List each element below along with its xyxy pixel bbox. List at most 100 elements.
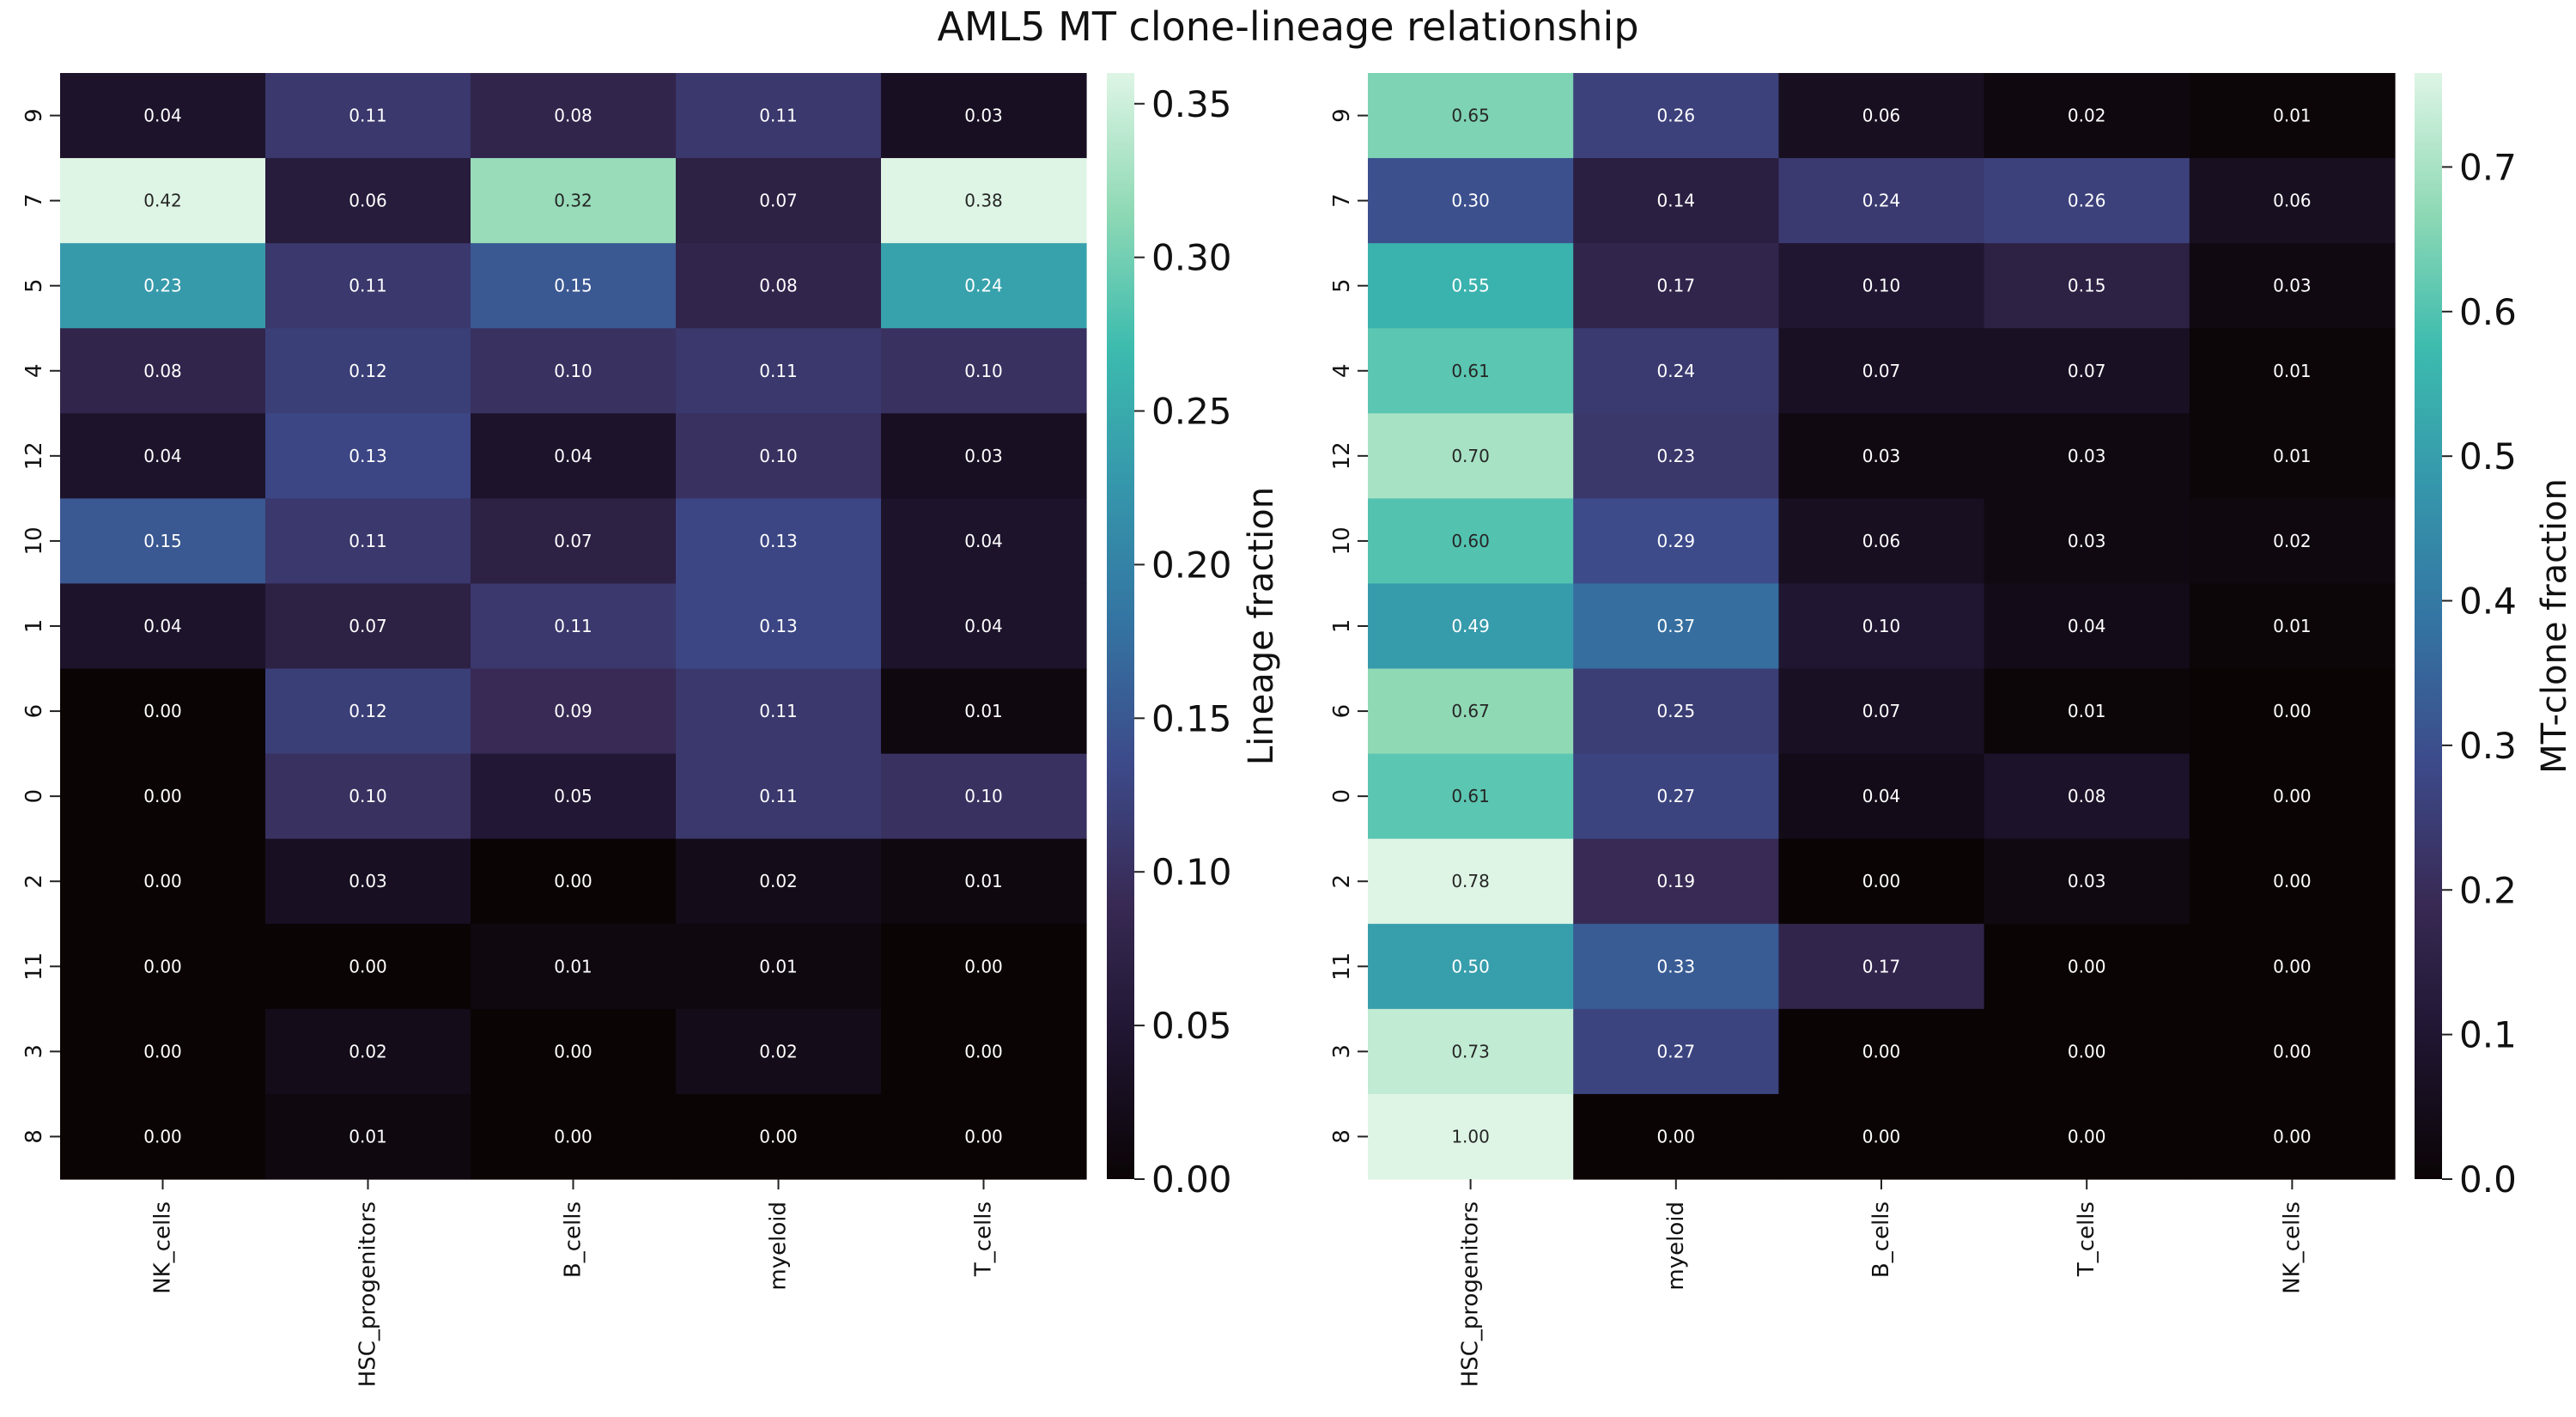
heatmap-cell (2189, 413, 2396, 499)
cell-value-label: 0.50 (1451, 956, 1490, 976)
cell-value-label: 0.14 (1657, 191, 1696, 211)
colorbar-tick-label: 0.2 (2459, 869, 2517, 911)
cell-value-label: 0.11 (349, 106, 387, 126)
heatmap-cell (60, 838, 266, 925)
colorbar-tick-label: 0.4 (2459, 581, 2517, 623)
heatmap-cell (1778, 668, 1985, 755)
colorbar-tick-label: 0.25 (1151, 391, 1232, 433)
heatmap-cell (676, 753, 882, 840)
cell-value-label: 0.11 (349, 276, 387, 296)
colorbar-tick-label: 0.35 (1151, 83, 1232, 125)
heatmap-cell (676, 923, 882, 1010)
heatmap-cell (881, 243, 1087, 329)
heatmap-cell (1573, 73, 1779, 159)
cell-value-label: 0.11 (349, 531, 387, 551)
cell-value-label: 0.00 (759, 1126, 798, 1146)
cell-value-label: 0.06 (2273, 191, 2312, 211)
cell-value-label: 0.10 (964, 786, 1003, 806)
heatmap-cell (1573, 923, 1779, 1010)
cell-value-label: 0.00 (2273, 956, 2312, 976)
heatmap-cell (471, 158, 677, 244)
cell-value-label: 0.00 (1862, 1126, 1901, 1146)
heatmap-cell (1368, 583, 1574, 670)
cell-value-label: 0.07 (2068, 361, 2106, 381)
cell-value-label: 0.05 (554, 786, 592, 806)
cell-value-label: 0.09 (554, 701, 592, 721)
cell-value-label: 0.65 (1451, 106, 1490, 126)
cell-value-label: 0.13 (759, 616, 798, 636)
cell-value-label: 0.26 (2068, 191, 2106, 211)
heatmap-cell (1573, 413, 1779, 499)
cell-value-label: 0.00 (143, 1126, 182, 1146)
heatmap-cell (1368, 923, 1574, 1010)
heatmap-cell (676, 498, 882, 585)
heatmap-cell (881, 838, 1087, 925)
heatmap-cell (1778, 753, 1985, 840)
heatmap-cell (1778, 328, 1985, 414)
heatmap-cell (471, 328, 677, 414)
cell-value-label: 0.49 (1451, 616, 1490, 636)
heatmap-cell (1368, 328, 1574, 414)
row-label: 6 (21, 704, 47, 719)
cell-value-label: 0.27 (1657, 1041, 1696, 1061)
heatmap-cell (2189, 1093, 2396, 1180)
cell-value-label: 0.07 (1862, 361, 1901, 381)
heatmap-cell (2189, 1008, 2396, 1095)
heatmap-cell (471, 1008, 677, 1095)
cell-value-label: 0.04 (964, 531, 1003, 551)
colorbar-tick-label: 0.7 (2459, 146, 2517, 188)
cell-value-label: 0.00 (2068, 1041, 2106, 1061)
cell-value-label: 0.04 (554, 446, 592, 466)
heatmap-cell (2189, 668, 2396, 755)
cell-value-label: 0.00 (554, 871, 592, 891)
cell-value-label: 0.08 (2068, 786, 2106, 806)
heatmap-cell (1984, 243, 2190, 329)
cell-value-label: 0.03 (1862, 446, 1901, 466)
cell-value-label: 0.04 (143, 106, 182, 126)
colorbar-tick-label: 0.15 (1151, 697, 1232, 739)
cell-value-label: 0.01 (2273, 106, 2312, 126)
heatmap-cell (471, 73, 677, 159)
heatmap-cell (1984, 583, 2190, 670)
heatmap-cell (60, 413, 266, 499)
cell-value-label: 0.10 (1862, 616, 1901, 636)
cell-value-label: 0.70 (1451, 446, 1490, 466)
heatmap-cell (1984, 73, 2190, 159)
colorbar-tick-label: 0.00 (1151, 1159, 1232, 1201)
heatmap-cell (881, 1093, 1087, 1180)
heatmap-mt-clone-fraction: 0.65 0.26 0.06 0.02 0.010.30 0.14 0.24 0.26 0.06… (1329, 73, 2574, 1387)
cell-value-label: 0.00 (964, 1126, 1003, 1146)
heatmap-cell (1778, 413, 1985, 499)
cell-value-label: 0.30 (1451, 191, 1490, 211)
heatmap-cell (881, 413, 1087, 499)
heatmap-cell (881, 328, 1087, 414)
cell-value-label: 0.29 (1657, 531, 1696, 551)
cell-value-label: 0.23 (1657, 446, 1696, 466)
cell-value-label: 0.08 (554, 106, 592, 126)
cell-value-label: 0.02 (759, 1041, 798, 1061)
heatmap-cell (1778, 158, 1985, 244)
cell-value-label: 0.12 (349, 701, 387, 721)
cell-value-label: 0.17 (1657, 276, 1696, 296)
cell-value-label: 0.00 (143, 786, 182, 806)
heatmap-cell (1573, 583, 1779, 670)
cell-value-label: 0.00 (143, 1041, 182, 1061)
cell-value-label: 0.38 (964, 191, 1003, 211)
heatmap-cell (471, 668, 677, 755)
heatmap-cell (471, 923, 677, 1010)
cell-value-label: 0.07 (554, 531, 592, 551)
colorbar-tick-label: 0.05 (1151, 1005, 1232, 1047)
cell-value-label: 0.11 (759, 106, 798, 126)
cell-value-label: 0.01 (2273, 361, 2312, 381)
heatmap-cell (676, 838, 882, 925)
cell-value-label: 0.61 (1451, 786, 1490, 806)
heatmap-cell (471, 753, 677, 840)
column-label: NK_cells (2279, 1201, 2305, 1294)
cell-value-label: 0.02 (2068, 106, 2106, 126)
cell-value-label: 0.23 (143, 276, 182, 296)
cell-value-label: 0.19 (1657, 871, 1696, 891)
heatmap-cell (676, 668, 882, 755)
cell-value-label: 0.13 (349, 446, 387, 466)
heatmap-cell (1984, 1093, 2190, 1180)
cell-value-label: 0.03 (2068, 531, 2106, 551)
